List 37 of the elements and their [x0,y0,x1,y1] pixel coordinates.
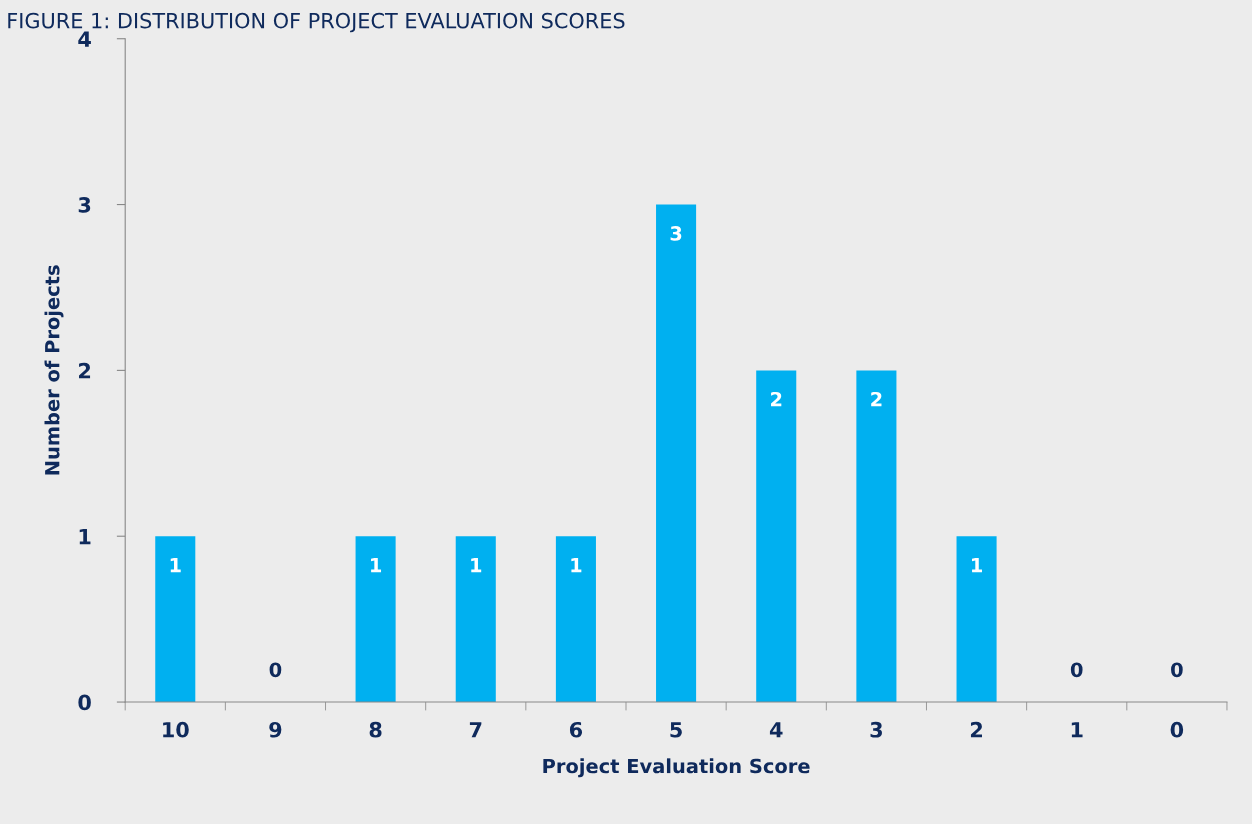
bar [656,204,697,703]
y-tick-label: 3 [78,197,91,213]
x-tick-label: 9 [269,721,282,738]
data-label: 1 [371,557,382,573]
bar [155,536,196,703]
x-tick-label: 3 [870,721,882,738]
x-tick-label: 10 [163,721,189,738]
data-label: 1 [571,557,582,573]
y-tick-label: 2 [79,362,91,379]
data-label: 1 [170,557,181,573]
x-tick-label: 6 [569,721,583,738]
bar [355,536,396,703]
data-label: 1 [471,557,482,573]
y-tick-label: 0 [78,694,91,711]
y-tick-label: 4 [78,31,91,47]
x-tick-label: 2 [970,721,982,738]
bar [956,536,997,703]
data-label: 0 [1171,662,1183,678]
data-label: 3 [670,226,682,241]
bar [756,370,797,703]
data-label: 0 [269,662,282,678]
x-tick-label: 1 [1071,722,1083,738]
x-axis-title: Project Evaluation Score [543,758,810,778]
x-tick-label: 5 [670,722,682,738]
data-label: 2 [871,391,882,407]
data-label: 0 [1070,662,1083,678]
data-label: 2 [771,391,782,407]
bar [555,536,596,703]
x-tick-label: 7 [469,722,482,738]
data-label: 1 [971,557,982,573]
bar [455,536,496,703]
y-axis-title: Number of Projects [44,265,64,475]
x-tick-label: 4 [769,722,783,738]
bar [856,370,897,703]
y-tick-label: 1 [79,528,91,545]
x-tick-label: 8 [369,721,382,738]
x-tick-label: 0 [1170,721,1184,738]
